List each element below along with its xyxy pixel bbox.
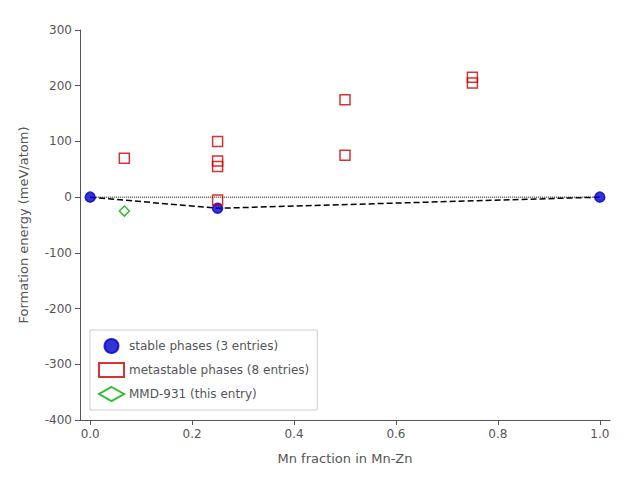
svg-text:100: 100 bbox=[49, 134, 72, 148]
svg-text:-200: -200 bbox=[45, 302, 72, 316]
svg-text:1.0: 1.0 bbox=[590, 427, 609, 441]
svg-text:0.4: 0.4 bbox=[284, 427, 303, 441]
svg-text:Formation energy (meV/atom): Formation energy (meV/atom) bbox=[16, 127, 31, 324]
svg-text:0.8: 0.8 bbox=[488, 427, 507, 441]
svg-text:0.2: 0.2 bbox=[183, 427, 202, 441]
svg-text:MMD-931 (this entry): MMD-931 (this entry) bbox=[129, 387, 257, 401]
svg-text:300: 300 bbox=[49, 23, 72, 37]
svg-text:-300: -300 bbox=[45, 357, 72, 371]
svg-text:Mn fraction in Mn-Zn: Mn fraction in Mn-Zn bbox=[278, 451, 413, 466]
svg-text:-400: -400 bbox=[45, 413, 72, 427]
svg-text:-100: -100 bbox=[45, 246, 72, 260]
svg-text:0: 0 bbox=[64, 190, 72, 204]
svg-text:metastable phases (8 entries): metastable phases (8 entries) bbox=[129, 363, 309, 377]
svg-text:stable phases (3 entries): stable phases (3 entries) bbox=[129, 339, 278, 353]
svg-text:0.0: 0.0 bbox=[81, 427, 100, 441]
svg-text:200: 200 bbox=[49, 79, 72, 93]
svg-text:0.6: 0.6 bbox=[386, 427, 405, 441]
